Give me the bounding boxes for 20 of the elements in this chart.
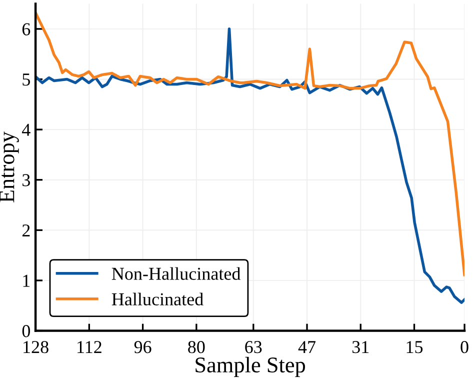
x-tick-label: 15 bbox=[406, 341, 423, 354]
y-tick-label: 1 bbox=[23, 274, 30, 287]
y-tick-label: 3 bbox=[22, 174, 30, 186]
x-tick-label: 96 bbox=[134, 341, 152, 354]
x-tick-label: 31 bbox=[352, 341, 369, 354]
y-tick-label: 2 bbox=[22, 224, 30, 236]
y-tick-label: 0 bbox=[22, 325, 30, 338]
y-axis-title: Entropy bbox=[0, 132, 19, 202]
legend-label: Non-Hallucinated bbox=[112, 267, 241, 280]
x-tick-label: 80 bbox=[188, 340, 205, 354]
x-tick-label: 128 bbox=[24, 340, 48, 354]
x-tick-label: 0 bbox=[460, 340, 468, 354]
x-tick-label: 112 bbox=[78, 341, 102, 353]
y-tick-label: 6 bbox=[22, 23, 30, 36]
legend-label: Hallucinated bbox=[112, 292, 204, 306]
x-axis-title: Sample Step bbox=[196, 356, 306, 377]
x-tick-label: 47 bbox=[298, 341, 316, 353]
y-tick-label: 5 bbox=[22, 74, 30, 86]
y-tick-label: 4 bbox=[22, 124, 30, 136]
x-tick-label: 63 bbox=[245, 341, 262, 354]
